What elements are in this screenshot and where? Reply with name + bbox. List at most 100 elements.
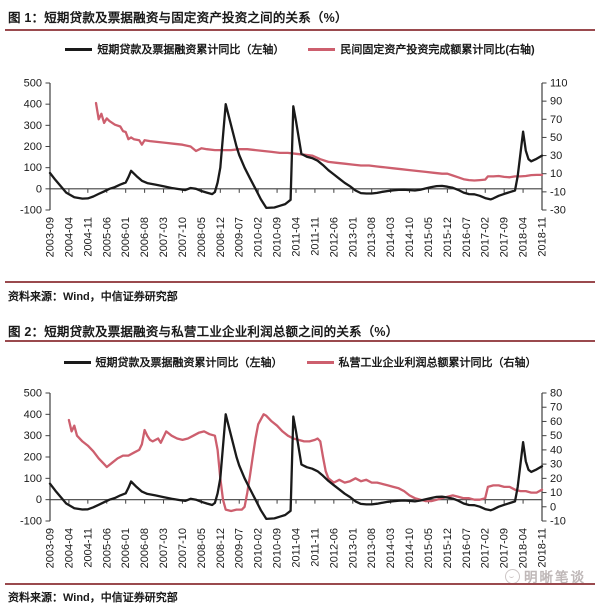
left-axis-tick-label: 0 [36, 183, 42, 195]
x-axis-tick-label: 2008-12 [215, 528, 227, 568]
legend-item-loans: 短期贷款及票据融资累计同比（左轴） [65, 41, 284, 57]
x-axis-tick-label: 2018-04 [518, 217, 530, 257]
figure1-title: 图 1：短期贷款及票据融资与固定资产投资之间的关系（%） [8, 11, 348, 25]
x-axis-tick-label: 2011-04 [291, 528, 303, 568]
legend-label: 私营工业企业利润总额累计同比（右轴） [338, 357, 537, 369]
x-axis-tick-label: 2015-12 [442, 528, 454, 568]
left-axis-tick-label: -100 [20, 516, 42, 528]
right-axis-tick-label: 10 [550, 487, 562, 499]
x-axis-tick-label: 2010-02 [253, 217, 265, 257]
x-axis-tick-label: 2008-05 [196, 217, 208, 257]
x-axis-tick-label: 2006-01 [120, 528, 132, 568]
x-axis-tick-label: 2010-09 [272, 217, 284, 257]
right-axis-tick-label: 50 [550, 132, 562, 144]
right-axis-tick-label: 60 [550, 416, 562, 428]
left-axis-tick-label: 300 [24, 120, 42, 132]
right-axis-tick-label: 30 [550, 150, 562, 162]
legend-label: 短期贷款及票据融资累计同比（左轴） [95, 357, 283, 369]
x-axis-tick-label: 2013-08 [366, 528, 378, 568]
left-axis-tick-label: 100 [24, 473, 42, 485]
left-axis-tick-label: 400 [24, 409, 42, 421]
left-axis-tick-label: 200 [24, 452, 42, 464]
pink-line-marker [308, 47, 336, 51]
x-axis-tick-label: 2012-06 [328, 528, 340, 568]
x-axis-tick-label: 2005-06 [101, 528, 113, 568]
x-axis-tick-label: 2011-04 [291, 217, 303, 257]
legend-label: 短期贷款及票据融资累计同比（左轴） [97, 44, 285, 56]
x-axis-tick-label: 2015-12 [442, 217, 454, 257]
series-line-left-axis [48, 413, 544, 521]
x-axis-tick-label: 2010-02 [253, 528, 265, 568]
right-axis-tick-label: 70 [550, 402, 562, 414]
x-axis-tick-label: 2007-03 [158, 528, 170, 568]
legend-item-private-profit: 私营工业企业利润总额累计同比（右轴） [306, 354, 537, 370]
x-axis-tick-label: 2013-01 [347, 217, 359, 257]
figure2-legend: 短期贷款及票据融资累计同比（左轴） 私营工业企业利润总额累计同比（右轴） [0, 354, 600, 370]
x-axis-tick-label: 2013-01 [347, 528, 359, 568]
x-axis-tick-label: 2004-04 [63, 217, 75, 257]
series-line-right-axis [94, 101, 544, 182]
figure2-source-rule [5, 583, 595, 585]
x-axis-tick-label: 2018-11 [537, 217, 549, 257]
left-axis-tick-label: 100 [24, 162, 42, 174]
x-axis-tick-label: 2003-09 [45, 217, 57, 257]
watermark-logo-icon [505, 568, 520, 584]
figure1-source: 资料来源：Wind，中信证券研究部 [8, 291, 178, 303]
left-axis-tick-label: 500 [24, 388, 42, 400]
right-axis-tick-label: -10 [550, 516, 566, 528]
x-axis-tick-label: 2017-09 [499, 528, 511, 568]
legend-label: 民间固定资产投资完成额累计同比(右轴) [340, 44, 535, 56]
x-axis-tick-label: 2015-05 [423, 528, 435, 568]
legend-item-private-fai: 民间固定资产投资完成额累计同比(右轴) [308, 41, 535, 57]
x-axis-tick-label: 2006-08 [139, 217, 151, 257]
black-line-marker [65, 47, 93, 51]
series-line-right-axis [67, 413, 544, 513]
watermark-text: 明晰笔谈 [524, 570, 586, 585]
x-axis-tick-label: 2009-07 [234, 217, 246, 257]
left-axis-tick-label: -100 [20, 205, 42, 217]
x-axis-tick-label: 2004-11 [82, 528, 94, 568]
x-axis-tick-label: 2014-10 [404, 217, 416, 257]
right-axis-tick-label: 10 [550, 168, 562, 180]
right-axis-tick-label: 90 [550, 96, 562, 108]
x-axis-tick-label: 2003-09 [45, 528, 57, 568]
x-axis-tick-label: 2008-05 [196, 528, 208, 568]
x-axis-tick-label: 2014-03 [385, 217, 397, 257]
x-axis-tick-label: 2004-11 [82, 217, 94, 257]
x-axis-tick-label: 2009-07 [234, 528, 246, 568]
x-axis-tick-label: 2013-08 [366, 217, 378, 257]
left-axis-tick-label: 0 [36, 494, 42, 506]
right-axis-tick-label: 80 [550, 388, 562, 400]
x-axis-tick-label: 2004-04 [63, 528, 75, 568]
x-axis-tick-label: 2005-06 [101, 217, 113, 257]
figure2-source: 资料来源：Wind，中信证券研究部 [8, 592, 178, 604]
left-axis-tick-label: 400 [24, 99, 42, 111]
x-axis-tick-label: 2018-04 [518, 528, 530, 568]
x-axis-tick-label: 2010-09 [272, 528, 284, 568]
left-axis-tick-label: 300 [24, 430, 42, 442]
figure1-legend: 短期贷款及票据融资累计同比（左轴） 民间固定资产投资完成额累计同比(右轴) [0, 41, 600, 57]
x-axis-tick-label: 2017-02 [480, 217, 492, 257]
x-axis-tick-label: 2006-08 [139, 528, 151, 568]
black-line-marker [63, 360, 91, 364]
x-axis-tick-label: 2008-12 [215, 217, 227, 257]
x-axis-tick-label: 2011-11 [309, 528, 321, 567]
x-axis-tick-label: 2011-11 [309, 217, 321, 256]
right-axis-tick-label: 50 [550, 430, 562, 442]
figure1-chart: 5004003002001000-1001109070503010-10-302… [20, 78, 568, 258]
x-axis-tick-label: 2012-06 [328, 217, 340, 257]
x-axis-tick-label: 2007-10 [177, 217, 189, 257]
pink-line-marker [306, 360, 334, 364]
right-axis-tick-label: 110 [550, 78, 568, 90]
x-axis-tick-label: 2014-03 [385, 528, 397, 568]
right-axis-tick-label: 70 [550, 114, 562, 126]
figure1-title-rule [5, 29, 595, 31]
x-axis-tick-label: 2016-07 [461, 528, 473, 568]
series-line-left-axis [48, 103, 544, 210]
legend-item-loans: 短期贷款及票据融资累计同比（左轴） [63, 354, 283, 370]
x-axis-tick-label: 2017-02 [480, 528, 492, 568]
x-axis-tick-label: 2014-10 [404, 528, 416, 568]
right-axis-tick-label: -10 [550, 186, 566, 198]
x-axis-tick-label: 2016-07 [461, 217, 473, 257]
